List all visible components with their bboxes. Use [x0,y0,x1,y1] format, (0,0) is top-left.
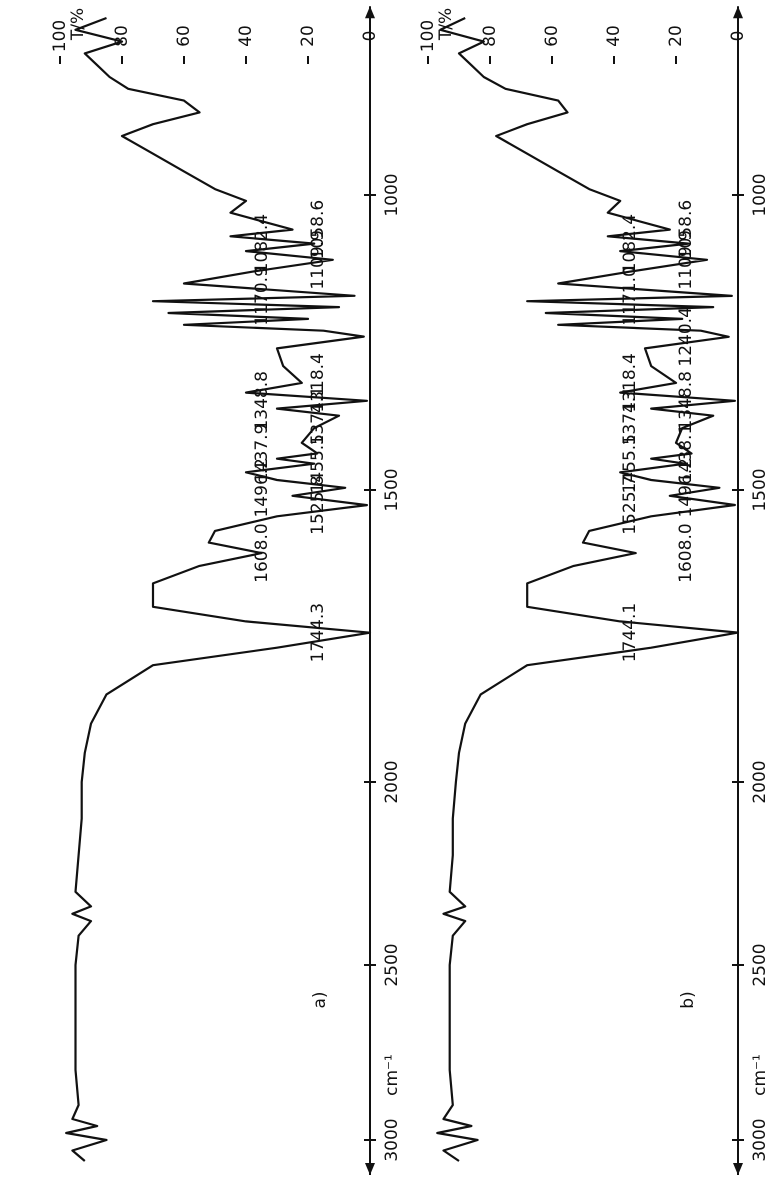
y-tick-label: 100 [50,20,70,52]
x-axis-label: cm⁻¹ [382,1054,402,1096]
peak-label: 1744.1 [620,603,640,662]
panel-label: a) [310,991,330,1008]
peak-label: 1109.9 [308,230,328,289]
y-tick-label: 20 [298,25,318,47]
peak-label: 1082.4 [620,214,640,273]
y-tick-label: 20 [666,25,686,47]
peak-label: 1109.9 [676,230,696,289]
peak-label: 1455.5 [308,434,328,493]
y-tick-label: 40 [236,25,256,47]
peak-label: 1348.8 [252,371,272,430]
spectrum-line [65,16,372,1162]
x-tick-label: 1000 [382,173,402,216]
peak-label: 1525.7 [620,475,640,534]
spectrum-line [436,17,740,1162]
peak-label: 1058.6 [676,200,696,259]
x-tick-label: 2000 [382,760,402,803]
panel-label: b) [678,991,698,1008]
y-tick-label: 40 [604,25,624,47]
x-tick-label: 2500 [750,943,767,986]
y-axis-label: T/% [68,8,88,41]
peak-label: 1496.2 [252,458,272,517]
y-tick-label: 100 [418,20,438,52]
peak-label: 1496.2 [676,458,696,517]
peak-label: 1608.0 [676,523,696,582]
peak-label: 1438.1 [676,424,696,483]
y-tick-label: 0 [360,31,380,42]
x-tick-label: 3000 [382,1118,402,1161]
x-tick-label: 3000 [750,1118,767,1161]
axis-arrow [733,1163,743,1175]
y-tick-label: 60 [174,25,194,47]
peak-label: 1525.8 [308,475,328,534]
peak-label: 1455.5 [620,434,640,493]
axis-arrow [365,6,375,19]
x-tick-label: 1500 [750,468,767,511]
x-tick-label: 2500 [382,943,402,986]
peak-label: 1348.8 [676,371,696,430]
axis-arrow [365,1163,375,1175]
x-axis-label: cm⁻¹ [750,1054,767,1096]
peak-label: 1171.0 [620,266,640,325]
peak-label: 1318.4 [308,353,328,412]
axis-arrow [733,6,743,19]
peak-label: 1170.9 [252,266,272,325]
y-tick-label: 60 [542,25,562,47]
y-tick-label: 0 [728,31,748,42]
peak-label: 1318.4 [620,353,640,412]
x-tick-label: 1000 [750,173,767,216]
x-tick-label: 1500 [382,468,402,511]
peak-label: 1374.1 [308,386,328,445]
peak-label: 1374.1 [620,386,640,445]
peak-label: 1608.0 [252,523,272,582]
peak-label: 1437.9 [252,424,272,483]
x-tick-label: 2000 [750,760,767,803]
peak-label: 1744.3 [308,603,328,662]
peak-label: 1240.4 [676,307,696,366]
peak-label: 1082.4 [252,214,272,273]
peak-label: 1058.6 [308,200,328,259]
y-tick-label: 80 [480,25,500,47]
